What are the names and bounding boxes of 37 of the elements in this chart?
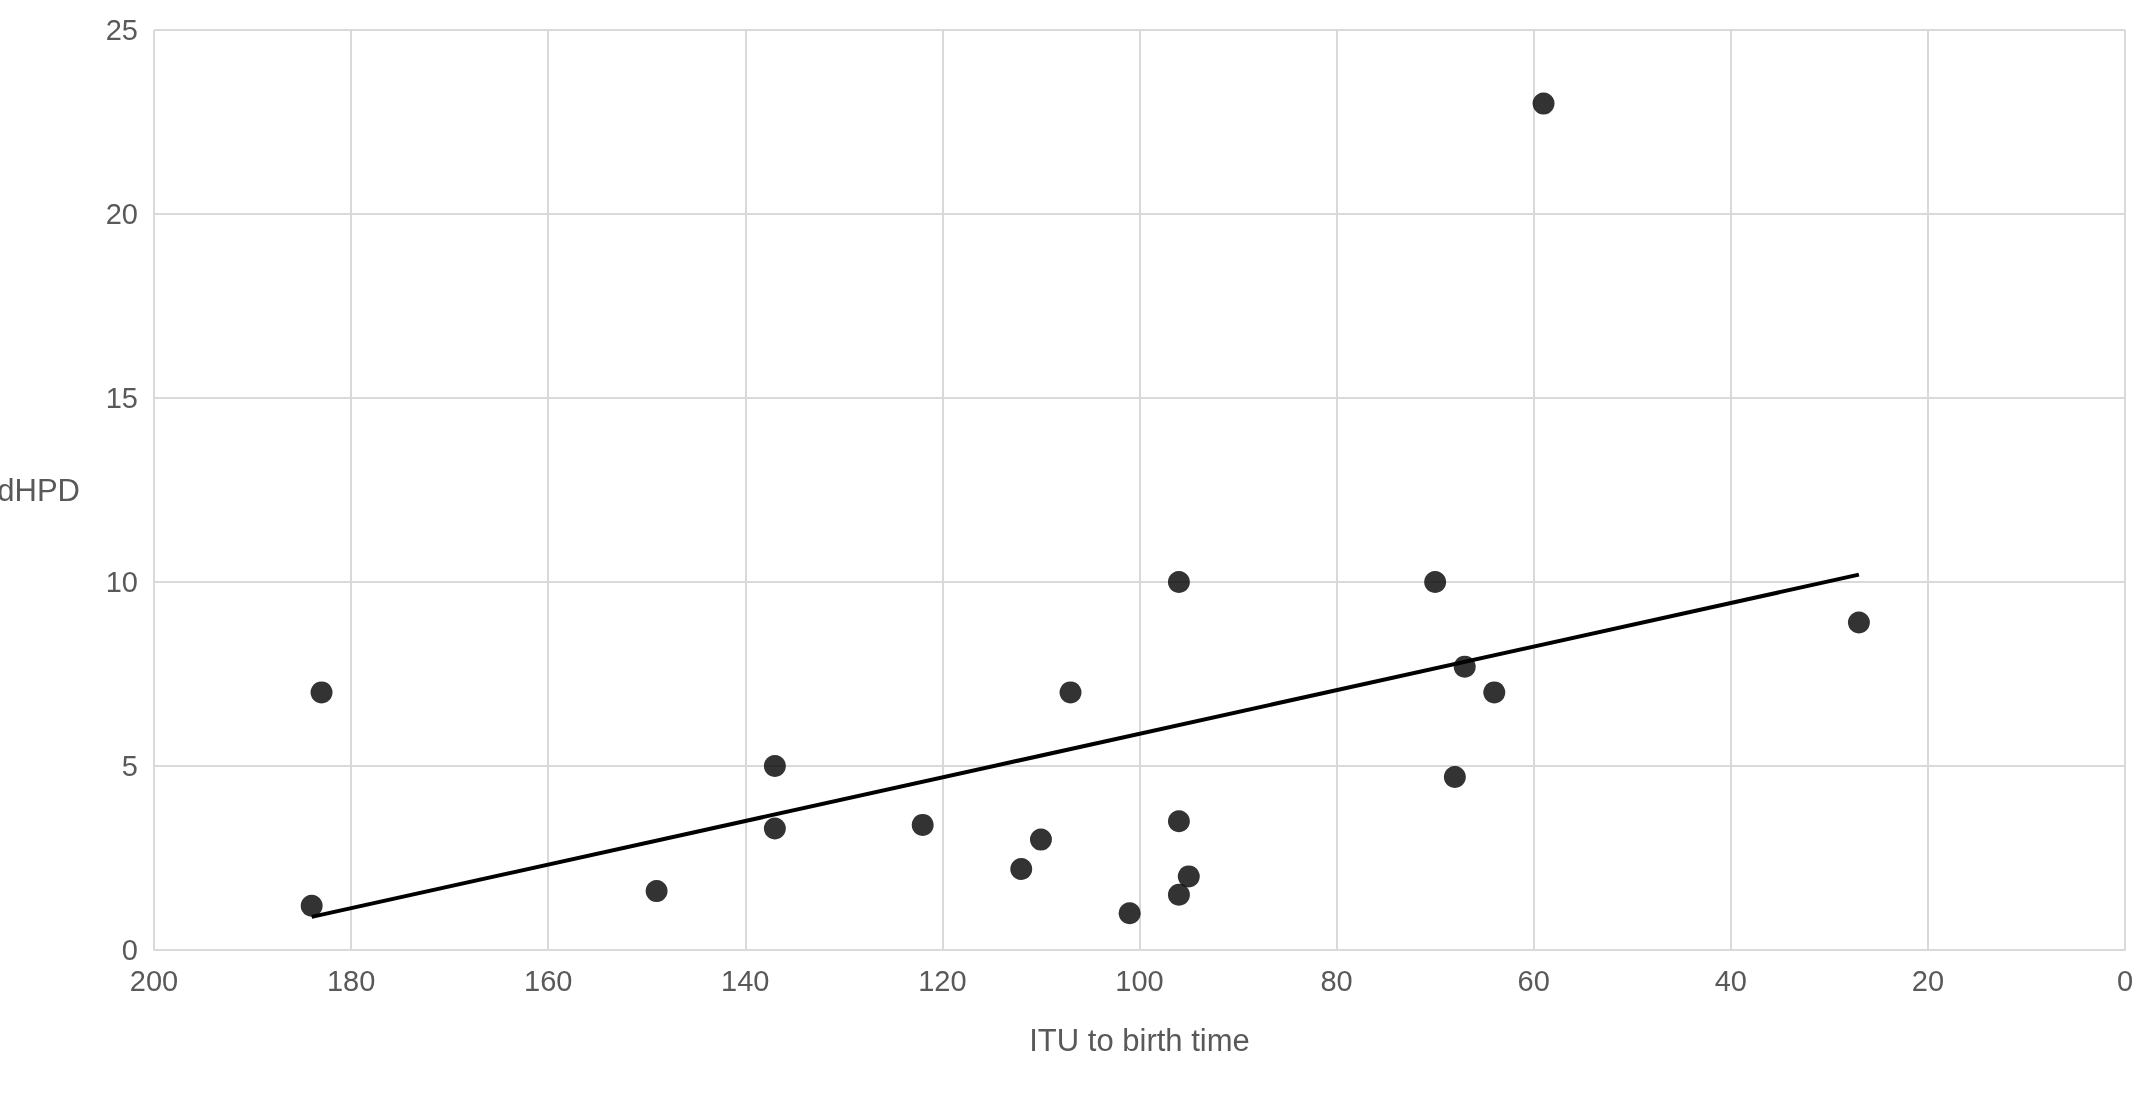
x-axis-title: ITU to birth time — [1029, 1023, 1250, 1058]
point — [310, 681, 333, 704]
point — [763, 817, 786, 840]
y-tick-label: 15 — [105, 382, 138, 414]
point — [911, 813, 934, 836]
point — [300, 894, 323, 917]
point — [645, 880, 668, 903]
x-tick-label: 180 — [326, 964, 376, 997]
x-tick-label: 20 — [1911, 964, 1945, 997]
point — [1059, 681, 1082, 704]
y-tick-label: 20 — [105, 198, 138, 230]
y-tick-label: 0 — [121, 934, 138, 966]
y-tick-label: 25 — [105, 14, 138, 46]
y-tick-label: 5 — [121, 750, 138, 782]
x-tick-label: 200 — [129, 964, 179, 997]
x-tick-label: 140 — [721, 964, 770, 997]
point — [1167, 571, 1190, 593]
point — [763, 755, 786, 777]
point — [1424, 571, 1447, 593]
point — [1167, 883, 1190, 906]
x-tick-label: 160 — [524, 964, 573, 997]
y-tick-label: 10 — [105, 566, 138, 598]
point — [1167, 810, 1190, 833]
x-tick-label: 120 — [918, 964, 967, 997]
point — [1118, 902, 1141, 925]
point — [1010, 858, 1033, 881]
x-tick-label: 100 — [1115, 964, 1164, 997]
x-tick-label: 40 — [1714, 964, 1747, 997]
point — [1029, 828, 1052, 851]
x-tick-label: 80 — [1320, 964, 1353, 997]
point — [1532, 92, 1555, 115]
point — [1177, 865, 1200, 888]
point — [1483, 681, 1506, 704]
point — [1847, 611, 1870, 634]
x-tick-label: 60 — [1517, 964, 1550, 997]
x-tick-label: 0 — [2116, 964, 2134, 997]
point — [1443, 766, 1466, 789]
